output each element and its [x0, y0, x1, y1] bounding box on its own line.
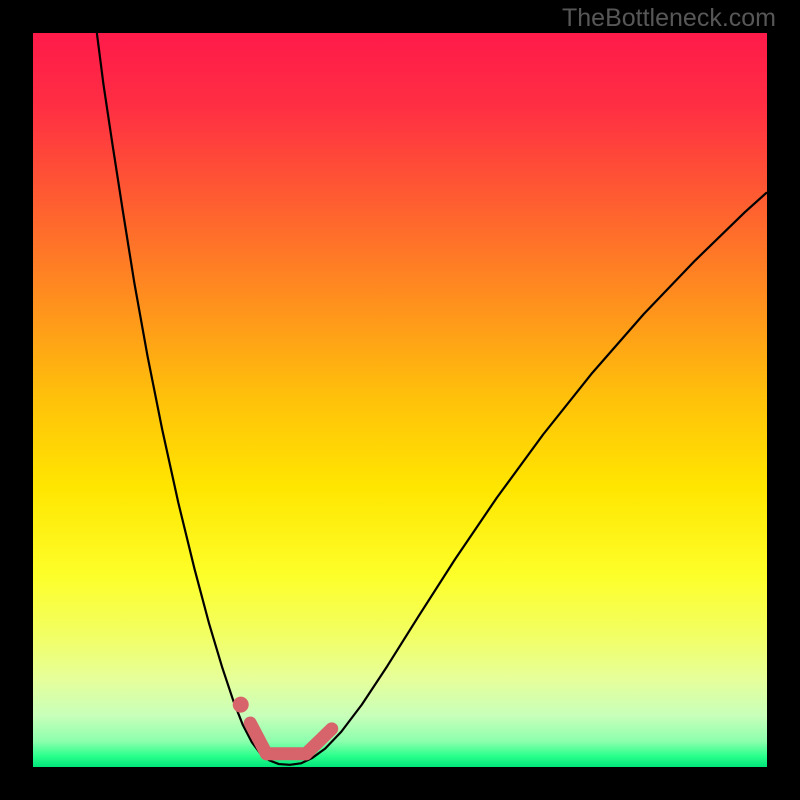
watermark-text: TheBottleneck.com: [562, 4, 776, 33]
chart-canvas: TheBottleneck.com: [0, 0, 800, 800]
plot-background: [33, 33, 767, 767]
bottleneck-curve-chart: [0, 0, 800, 800]
